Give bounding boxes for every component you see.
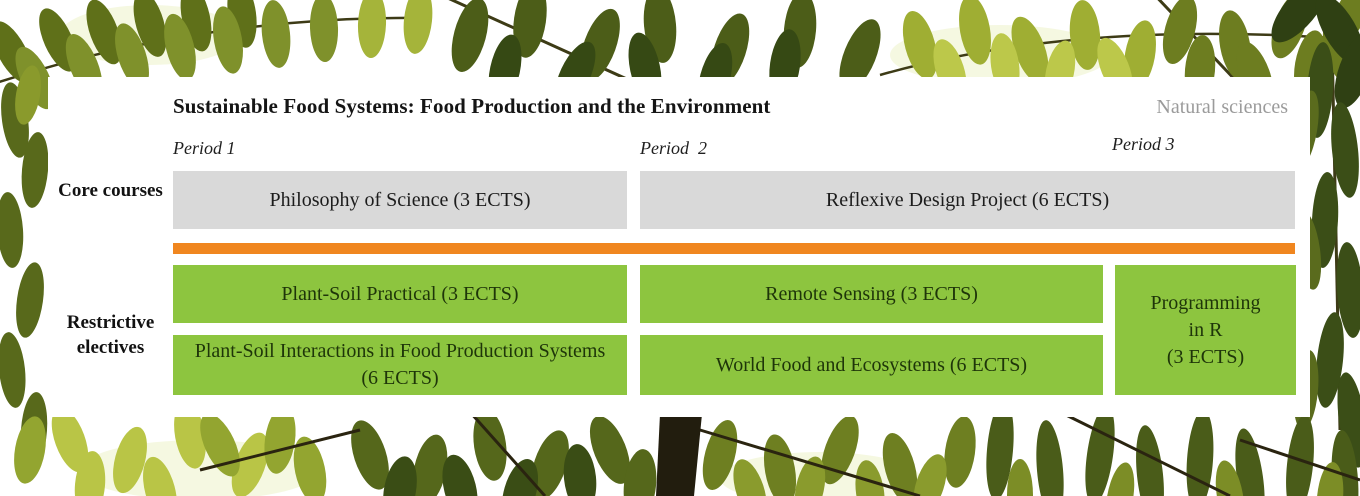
category-tag: Natural sciences xyxy=(1156,96,1288,118)
course-box-world-food-ecosystems: World Food and Ecosystems (6 ECTS) xyxy=(640,335,1103,395)
period-3-label: Period 3 xyxy=(1112,134,1175,154)
curriculum-panel: Sustainable Food Systems: Food Productio… xyxy=(48,77,1310,417)
course-box-plant-soil-practical: Plant-Soil Practical (3 ECTS) xyxy=(173,265,627,323)
period-1-label: Period 1 xyxy=(173,138,236,158)
course-box-programming-in-r: Programming in R (3 ECTS) xyxy=(1115,265,1296,395)
course-box-philosophy-of-science: Philosophy of Science (3 ECTS) xyxy=(173,171,627,229)
period-2-label: Period 2 xyxy=(640,138,707,158)
course-box-reflexive-design-project: Reflexive Design Project (6 ECTS) xyxy=(640,171,1295,229)
course-box-remote-sensing: Remote Sensing (3 ECTS) xyxy=(640,265,1103,323)
tree-trunk xyxy=(656,414,702,496)
orange-divider-bar xyxy=(173,243,1295,254)
page-title: Sustainable Food Systems: Food Productio… xyxy=(173,94,771,118)
course-box-plant-soil-interactions: Plant-Soil Interactions in Food Producti… xyxy=(173,335,627,395)
row-label-restrictive-electives: Restrictive electives xyxy=(66,312,155,359)
row-label-core-courses: Core courses xyxy=(58,180,163,201)
